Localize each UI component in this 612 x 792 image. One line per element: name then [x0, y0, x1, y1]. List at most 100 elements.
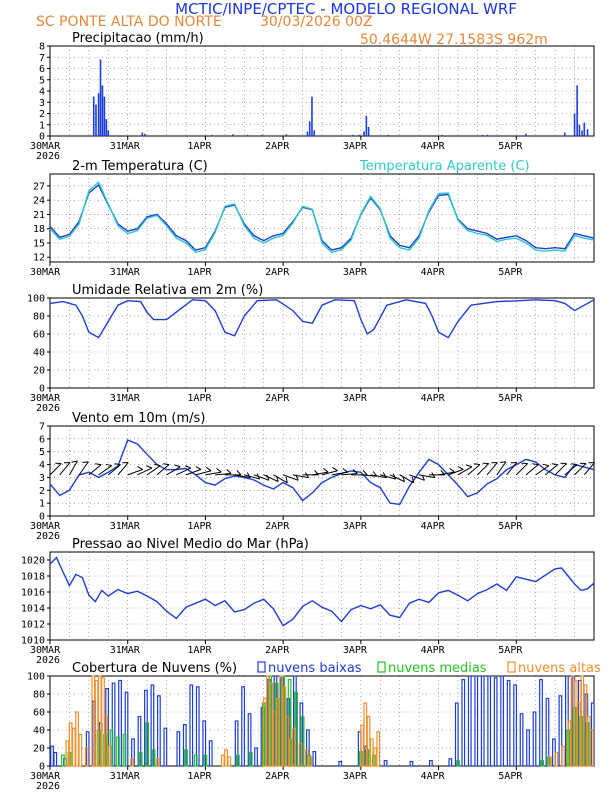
bar-nuvens-altas: [156, 758, 160, 767]
wind-barb-flag: [205, 467, 212, 472]
y-tick-label: 1018: [21, 572, 45, 583]
legend-apparent-temp: Temperatura Aparente (C): [359, 159, 530, 174]
bar-nuvens-baixas: [539, 678, 543, 767]
bar-nuvens-baixas: [118, 679, 122, 767]
wind-barb-flag: [185, 465, 191, 469]
bar-precipitacao: [481, 134, 484, 136]
bar-nuvens-baixas: [156, 695, 161, 767]
bar-precipitacao: [583, 122, 586, 136]
bar-precipitacao: [564, 132, 566, 136]
bar-nuvens-baixas: [124, 691, 129, 767]
bar-nuvens-altas: [91, 675, 96, 767]
wind-barb: [341, 472, 358, 476]
wind-barb-flag: [532, 463, 539, 466]
legend-label: nuvens medias: [388, 661, 487, 676]
y-tick-label: 1: [39, 499, 45, 510]
bar-nuvens-medias: [116, 736, 120, 767]
bar-nuvens-altas: [373, 747, 377, 767]
bar-precipitacao: [313, 130, 316, 136]
x-tick-label: 31MAR: [110, 393, 141, 404]
wind-barb: [205, 471, 222, 476]
wind-barb: [234, 474, 251, 479]
wind-barb: [117, 462, 129, 476]
y-tick-label: 40: [33, 726, 45, 737]
y-tick-label: 20: [33, 366, 45, 377]
bar-nuvens-altas: [266, 675, 271, 767]
panel-title: 2-m Temperatura (C): [72, 159, 208, 174]
x-tick-label: 31MAR: [110, 771, 141, 782]
wind-barb: [146, 465, 161, 476]
y-tick-label: 0: [39, 384, 45, 395]
bar-nuvens-altas: [570, 675, 575, 767]
y-tick-label: 100: [27, 294, 45, 305]
wind-barb: [244, 474, 260, 480]
x-tick-label: 30MAR: [30, 521, 61, 532]
y-tick-label: 2: [39, 486, 45, 497]
y-tick-label: 4: [39, 460, 45, 471]
wind-barb: [389, 474, 405, 483]
y-tick-label: 12: [33, 253, 45, 264]
y-tick-label: 1: [39, 120, 45, 131]
x-tick-label: 2APR: [265, 267, 290, 278]
y-tick-label: 15: [33, 238, 45, 249]
bar-nuvens-altas: [275, 697, 280, 767]
bar-nuvens-baixas: [189, 684, 194, 767]
x-tick-label: 5APR: [498, 771, 523, 782]
wind-barb-flag: [137, 466, 143, 470]
wind-barb-flag: [551, 463, 558, 466]
bar-nuvens-baixas: [254, 747, 258, 767]
wind-barb-flag: [95, 463, 102, 466]
x-tick-label: 3APR: [343, 267, 368, 278]
bar-nuvens-altas: [78, 733, 83, 767]
x-tick-label: 4APR: [421, 393, 446, 404]
x-tick-label: 5APR: [498, 141, 523, 152]
bar-nuvens-baixas: [53, 751, 58, 767]
bar-nuvens-baixas: [474, 675, 479, 767]
bar-nuvens-altas: [279, 675, 284, 767]
bar-precipitacao: [101, 85, 104, 136]
wind-barb-flag: [500, 461, 507, 463]
wind-barb: [360, 474, 377, 477]
wind-barb: [312, 471, 329, 476]
bar-nuvens-baixas: [448, 758, 453, 767]
wind-barb: [107, 464, 121, 476]
bar-nuvens-baixas: [500, 675, 505, 767]
series-line-0: [49, 556, 595, 627]
x-year-label: 2026: [36, 403, 60, 414]
location-label: SC PONTE ALTA DO NORTE: [36, 14, 222, 30]
bar-nuvens-altas: [305, 749, 309, 767]
bar-nuvens-medias: [235, 754, 240, 767]
bar-nuvens-altas: [97, 675, 102, 767]
x-tick-label: 5APR: [498, 521, 523, 532]
bar-nuvens-altas: [369, 738, 374, 767]
bar-nuvens-baixas: [338, 760, 343, 767]
y-tick-label: 5: [39, 75, 45, 86]
bar-nuvens-baixas: [493, 677, 498, 767]
y-tick-label: 0: [39, 132, 45, 143]
bar-nuvens-altas: [298, 742, 303, 767]
y-tick-label: 80: [33, 690, 45, 701]
x-tick-label: 1APR: [187, 141, 212, 152]
bar-nuvens-baixas: [506, 679, 511, 767]
x-year-label: 2026: [36, 531, 60, 542]
bar-nuvens-altas: [130, 758, 135, 767]
wind-barb: [263, 474, 279, 483]
wind-barb-flag: [411, 476, 415, 483]
series-line-0: [49, 439, 595, 506]
y-tick-label: 7: [39, 422, 45, 433]
bar-nuvens-medias: [184, 749, 188, 767]
wind-barb: [282, 474, 299, 481]
wind-barb: [409, 474, 425, 481]
wind-barb: [176, 467, 191, 476]
wind-barb: [380, 474, 396, 480]
wind-barb-flag: [146, 465, 153, 469]
y-tick-label: 2: [39, 109, 45, 120]
y-tick-label: 5: [39, 447, 45, 458]
wind-barb: [78, 461, 89, 476]
bar-nuvens-altas: [104, 715, 109, 767]
bar-precipitacao: [351, 134, 354, 136]
bar-nuvens-medias: [456, 759, 460, 767]
legend-label: nuvens altas: [518, 661, 601, 676]
legend-swatch: [507, 661, 516, 673]
